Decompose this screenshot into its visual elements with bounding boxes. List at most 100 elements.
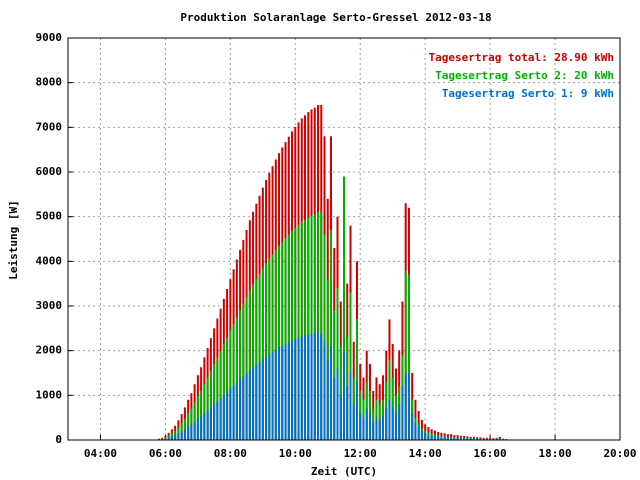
y-tick-label: 2000 — [36, 344, 63, 357]
bar — [255, 364, 258, 440]
x-axis-label: Zeit (UTC) — [311, 465, 377, 478]
x-tick-label: 10:00 — [279, 447, 312, 460]
bar — [323, 234, 326, 440]
bar — [372, 422, 375, 440]
bar — [164, 438, 167, 440]
bar — [177, 432, 180, 440]
bar — [190, 424, 193, 440]
y-tick-label: 8000 — [36, 76, 63, 89]
bar — [271, 352, 274, 440]
bar — [339, 395, 342, 440]
bar — [174, 434, 177, 440]
bar — [180, 431, 183, 440]
bar — [245, 297, 248, 440]
y-tick-label: 5000 — [36, 210, 63, 223]
bar — [222, 343, 225, 440]
bar — [297, 224, 300, 440]
bar — [287, 234, 290, 440]
y-tick-label: 4000 — [36, 254, 63, 267]
bar — [213, 364, 216, 440]
bar — [362, 417, 365, 440]
bar — [258, 273, 261, 440]
bar — [232, 323, 235, 440]
bar — [245, 373, 248, 440]
bar — [463, 438, 466, 440]
bar — [476, 438, 479, 440]
y-tick-label: 9000 — [36, 31, 63, 44]
bar — [323, 341, 326, 440]
bar — [317, 332, 320, 440]
bar — [193, 402, 196, 440]
bar — [394, 413, 397, 440]
bar — [333, 377, 336, 440]
bar — [420, 431, 423, 440]
y-axis-label: Leistung [W] — [7, 200, 20, 279]
x-tick-label: 12:00 — [344, 447, 377, 460]
bar — [352, 404, 355, 440]
bar — [343, 176, 345, 440]
bar — [297, 337, 300, 440]
bar — [200, 390, 203, 440]
bar — [203, 384, 206, 440]
bar — [281, 241, 284, 440]
bar — [368, 413, 371, 440]
y-tick-label: 1000 — [36, 388, 63, 401]
bar — [330, 346, 333, 440]
x-tick-label: 08:00 — [214, 447, 247, 460]
bar — [248, 290, 251, 440]
bar — [229, 388, 232, 440]
bar — [300, 222, 303, 440]
bar — [284, 238, 287, 440]
bar — [304, 335, 307, 440]
bar — [252, 284, 255, 440]
bar — [206, 410, 209, 440]
bar — [381, 415, 384, 440]
bar — [209, 370, 212, 440]
bar — [300, 336, 303, 440]
bar — [219, 350, 222, 440]
bar — [417, 426, 420, 440]
bar — [440, 436, 443, 440]
bar — [222, 394, 225, 440]
bar — [239, 379, 242, 440]
bar — [239, 310, 242, 440]
bar — [252, 367, 255, 440]
y-tick-label: 0 — [55, 433, 62, 446]
bar — [304, 219, 307, 440]
bar — [414, 422, 417, 440]
bar — [398, 404, 401, 440]
bar — [343, 350, 345, 440]
bar — [226, 391, 229, 440]
bar — [219, 398, 222, 440]
bar — [226, 337, 229, 440]
bar — [446, 437, 449, 440]
bar — [466, 436, 469, 440]
bar — [268, 354, 271, 440]
bar — [167, 437, 170, 440]
bar — [333, 310, 336, 440]
bar — [320, 333, 323, 440]
bar — [375, 417, 378, 440]
bar — [268, 258, 271, 440]
bar — [265, 263, 268, 440]
bar — [213, 404, 216, 440]
bar — [258, 361, 261, 440]
bar — [339, 346, 342, 440]
bar — [404, 270, 407, 440]
bar — [317, 212, 320, 440]
bar — [294, 339, 297, 440]
bar — [281, 345, 284, 440]
bar — [291, 340, 294, 440]
bar — [242, 303, 245, 440]
bar — [355, 319, 358, 440]
bar — [284, 343, 287, 440]
bar — [336, 288, 339, 440]
bar — [472, 438, 475, 440]
legend-entry: Tagesertrag Serto 2: 20 kWh — [435, 69, 614, 82]
bar — [287, 342, 290, 440]
bar — [407, 373, 410, 440]
x-tick-label: 16:00 — [474, 447, 507, 460]
x-tick-label: 18:00 — [538, 447, 571, 460]
x-tick-label: 04:00 — [84, 447, 117, 460]
bar — [479, 438, 482, 440]
